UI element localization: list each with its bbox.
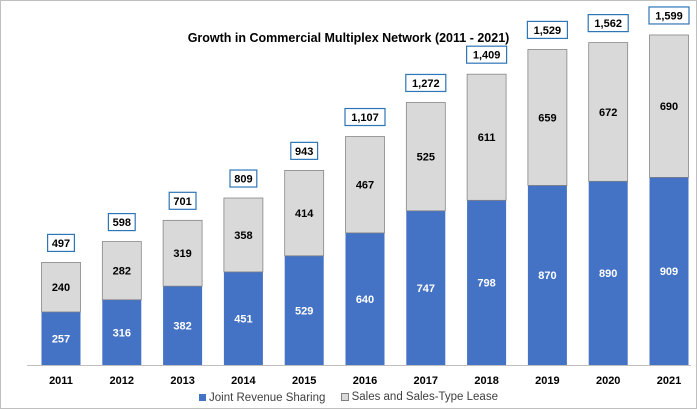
total-box-2012	[107, 212, 136, 232]
x-tick-label-2013: 2013	[170, 375, 194, 387]
total-box-2013	[168, 191, 197, 210]
data-label-sales-lease-2014: 358	[234, 230, 252, 242]
data-label-joint-revenue-sharing-2012: 316	[113, 327, 131, 339]
x-tick-label-2016: 2016	[353, 375, 377, 387]
bar-joint-revenue-sharing-2016	[345, 232, 385, 365]
bar-joint-revenue-sharing-2012	[102, 299, 142, 365]
total-box-2017	[405, 73, 447, 93]
total-box-2016	[344, 107, 386, 127]
data-label-sales-lease-2015: 414	[295, 208, 314, 220]
bar-sales-lease-2011	[41, 262, 81, 313]
data-label-joint-revenue-sharing-2021: 909	[660, 266, 678, 278]
data-label-sales-lease-2018: 611	[478, 132, 496, 144]
chart-legend: Joint Revenue Sharing Sales and Sales-Ty…	[1, 391, 696, 404]
data-label-sales-lease-2013: 319	[173, 248, 191, 260]
total-box-2014	[229, 169, 258, 188]
total-box-2021	[648, 6, 690, 25]
data-label-sales-lease-2012: 282	[113, 266, 131, 278]
legend-item-joint-revenue-sharing: Joint Revenue Sharing	[199, 392, 325, 404]
legend-swatch-sales-and-sales-type-lease	[340, 393, 349, 401]
total-box-2015	[290, 141, 319, 160]
bar-sales-lease-2015	[284, 169, 325, 257]
data-label-sales-lease-2017: 525	[417, 152, 435, 164]
x-tick-label-2017: 2017	[414, 375, 438, 387]
total-box-2020	[587, 14, 629, 33]
total-label-2020: 1,562	[594, 18, 622, 30]
legend-item-sales-and-sales-type-lease: Sales and Sales-Type Lease	[340, 391, 498, 403]
x-tick-label-2020: 2020	[596, 375, 620, 387]
data-label-sales-lease-2011: 240	[52, 282, 70, 294]
bar-joint-revenue-sharing-2018	[467, 200, 507, 365]
bar-joint-revenue-sharing-2020	[588, 181, 628, 365]
x-tick-label-2014: 2014	[231, 375, 256, 387]
bar-joint-revenue-sharing-2013	[163, 286, 203, 365]
bar-sales-lease-2012	[101, 241, 142, 301]
data-label-joint-revenue-sharing-2011: 257	[52, 333, 70, 345]
bar-joint-revenue-sharing-2021	[649, 177, 689, 365]
total-label-2012: 598	[113, 217, 131, 229]
total-label-2018: 1,409	[473, 50, 501, 62]
bar-joint-revenue-sharing-2011	[41, 311, 81, 365]
bar-sales-lease-2014	[223, 197, 264, 273]
total-box-2018	[466, 45, 508, 64]
bar-sales-lease-2016	[345, 136, 385, 234]
data-label-joint-revenue-sharing-2016: 640	[356, 294, 374, 306]
data-label-joint-revenue-sharing-2018: 798	[477, 278, 495, 290]
total-label-2014: 809	[234, 174, 252, 186]
bar-sales-lease-2013	[162, 219, 203, 287]
bar-joint-revenue-sharing-2019	[527, 185, 567, 365]
data-label-sales-lease-2020: 672	[599, 107, 617, 119]
legend-swatch-joint-revenue-sharing	[199, 394, 207, 401]
total-box-2019	[526, 20, 569, 40]
bar-joint-revenue-sharing-2017	[406, 210, 446, 365]
data-label-joint-revenue-sharing-2017: 747	[417, 283, 435, 295]
bar-sales-lease-2017	[405, 102, 446, 212]
total-label-2013: 701	[173, 196, 191, 208]
total-label-2021: 1,599	[655, 10, 683, 22]
total-box-2011	[46, 233, 75, 253]
data-label-joint-revenue-sharing-2014: 451	[234, 313, 252, 325]
data-label-sales-lease-2019: 659	[538, 112, 556, 124]
bar-sales-lease-2018	[466, 73, 507, 201]
data-label-joint-revenue-sharing-2019: 870	[538, 270, 556, 282]
total-label-2015: 943	[295, 146, 313, 158]
data-label-joint-revenue-sharing-2013: 382	[173, 321, 191, 333]
x-tick-label-2019: 2019	[535, 375, 559, 387]
bar-sales-lease-2019	[527, 49, 568, 186]
total-label-2017: 1,272	[412, 78, 440, 90]
chart-title: Growth in Commercial Multiplex Network (…	[187, 31, 510, 45]
total-label-2011: 497	[52, 238, 70, 250]
x-tick-label-2015: 2015	[292, 375, 316, 387]
data-label-sales-lease-2016: 467	[356, 180, 374, 192]
x-tick-label-2021: 2021	[657, 375, 681, 387]
data-label-sales-lease-2021: 690	[660, 101, 678, 113]
legend-label-joint-revenue-sharing: Joint Revenue Sharing	[209, 391, 326, 404]
x-tick-label-2012: 2012	[110, 375, 134, 387]
total-label-2019: 1,529	[534, 25, 562, 37]
bar-sales-lease-2021	[649, 34, 689, 178]
x-tick-label-2011: 2011	[49, 375, 73, 387]
total-label-2016: 1,107	[351, 112, 379, 124]
data-label-joint-revenue-sharing-2020: 890	[599, 268, 617, 280]
bar-joint-revenue-sharing-2015	[284, 255, 324, 365]
bar-sales-lease-2020	[588, 42, 629, 182]
bar-joint-revenue-sharing-2014	[223, 271, 263, 365]
x-tick-label-2018: 2018	[474, 375, 498, 387]
data-label-joint-revenue-sharing-2015: 529	[295, 305, 313, 317]
legend-label-sales-and-sales-type-lease: Sales and Sales-Type Lease	[351, 391, 498, 403]
